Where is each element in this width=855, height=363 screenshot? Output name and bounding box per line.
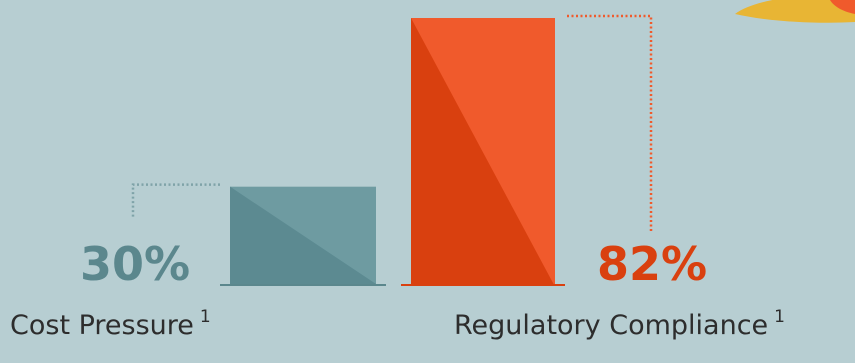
bar-shade-regulatory-compliance	[411, 18, 554, 284]
connector-cost-pressure	[131, 183, 220, 218]
decorative-blob-accent	[830, 0, 855, 14]
bar-shade-cost-pressure	[230, 186, 376, 284]
footnote-mark-regulatory-compliance: 1	[774, 307, 785, 327]
category-label-cost-pressure: Cost Pressure 1	[10, 307, 211, 341]
connector-regulatory-compliance	[567, 14, 653, 232]
decorative-blob	[735, 0, 855, 23]
value-label-cost-pressure: 30%	[80, 237, 190, 291]
value-label-regulatory-compliance: 82%	[597, 237, 707, 291]
category-name-cost-pressure: Cost Pressure	[10, 310, 194, 341]
footnote-mark-cost-pressure: 1	[200, 307, 211, 327]
category-label-regulatory-compliance: Regulatory Compliance 1	[454, 307, 785, 341]
category-name-regulatory-compliance: Regulatory Compliance	[454, 310, 768, 341]
